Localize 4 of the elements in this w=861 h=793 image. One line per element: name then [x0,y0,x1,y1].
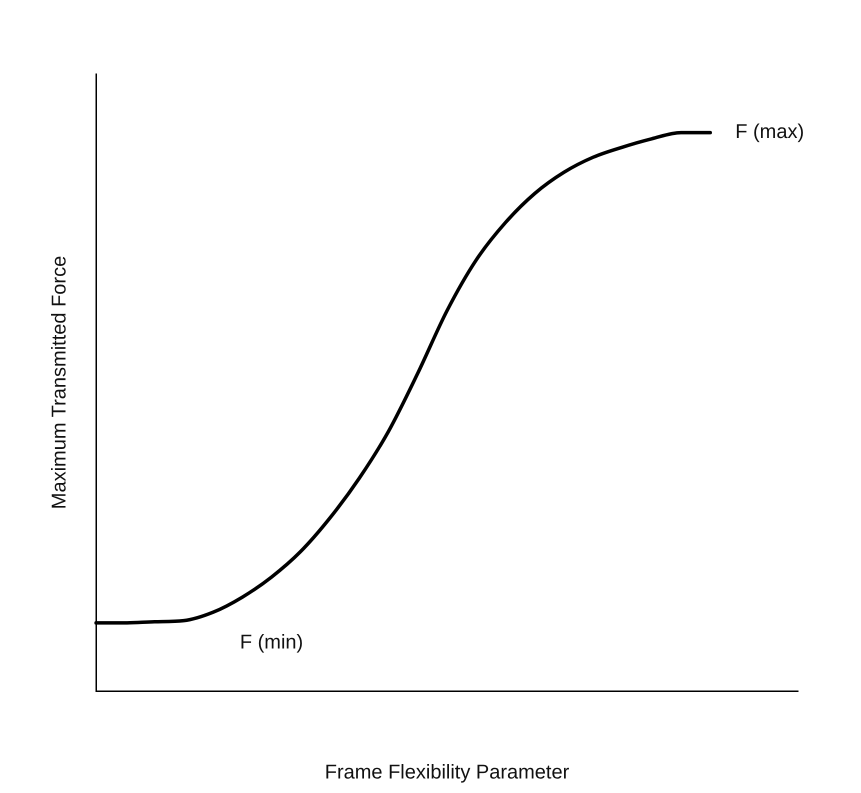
annotation: F (min) [240,631,304,654]
y-axis-title: Maximum Transmitted Force [48,256,71,510]
annotation: F (max) [735,121,804,144]
x-axis-title: Frame Flexibility Parameter [324,762,570,784]
